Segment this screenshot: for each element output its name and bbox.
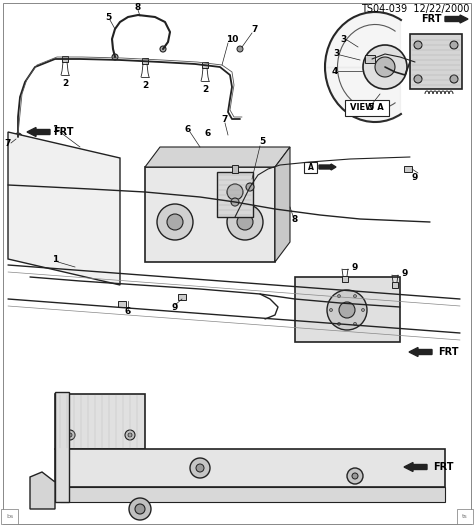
Circle shape [160, 46, 166, 52]
Circle shape [231, 198, 239, 206]
Text: 3: 3 [341, 34, 347, 44]
Circle shape [125, 430, 135, 440]
Circle shape [167, 214, 183, 230]
Bar [145, 167, 275, 262]
Text: FRT: FRT [53, 127, 73, 137]
Text: FRT: FRT [421, 14, 442, 24]
Bar [178, 294, 186, 300]
Text: bs: bs [6, 514, 13, 519]
Circle shape [337, 323, 340, 325]
Circle shape [354, 323, 356, 325]
Text: 5: 5 [367, 102, 373, 112]
Polygon shape [145, 147, 290, 167]
Text: ts: ts [462, 514, 468, 519]
Bar [342, 276, 348, 282]
Text: 7: 7 [5, 140, 11, 149]
Circle shape [196, 464, 204, 472]
Text: FRT: FRT [438, 347, 458, 357]
Circle shape [135, 504, 145, 514]
Bar [60, 487, 445, 502]
Circle shape [414, 75, 422, 83]
Text: VIEW A: VIEW A [350, 103, 384, 112]
Circle shape [227, 184, 243, 200]
Polygon shape [8, 132, 120, 285]
Text: A: A [308, 162, 314, 171]
Circle shape [237, 46, 243, 52]
Bar [217, 172, 253, 217]
Text: TS04-039  12/22/2000: TS04-039 12/22/2000 [361, 4, 469, 14]
Circle shape [129, 498, 151, 520]
Bar [392, 282, 398, 288]
Bar [55, 392, 69, 502]
Text: 5: 5 [105, 13, 111, 22]
Text: 9: 9 [352, 262, 358, 271]
Text: 4: 4 [332, 66, 338, 75]
Circle shape [327, 290, 367, 330]
Circle shape [246, 183, 254, 191]
Text: 10: 10 [226, 34, 238, 44]
Circle shape [65, 430, 75, 440]
Bar [365, 55, 375, 63]
Circle shape [362, 308, 365, 311]
Circle shape [329, 308, 332, 311]
Text: 5: 5 [259, 138, 265, 147]
Bar [62, 56, 68, 62]
FancyArrow shape [319, 164, 336, 170]
Text: 8: 8 [292, 214, 298, 223]
Circle shape [337, 295, 340, 298]
Text: 1: 1 [52, 255, 58, 264]
Text: 8: 8 [135, 3, 141, 12]
Text: 9: 9 [412, 172, 418, 181]
Circle shape [450, 75, 458, 83]
Circle shape [112, 54, 118, 60]
Text: 3: 3 [334, 50, 340, 58]
Circle shape [354, 295, 356, 298]
Circle shape [363, 45, 407, 89]
FancyArrow shape [445, 15, 468, 23]
Bar [404, 166, 412, 172]
Bar [55, 449, 445, 487]
Text: 1: 1 [52, 124, 58, 133]
Bar [142, 58, 148, 64]
Circle shape [414, 41, 422, 49]
Text: 2: 2 [62, 80, 68, 89]
Circle shape [190, 458, 210, 478]
Circle shape [14, 133, 22, 141]
Circle shape [339, 302, 355, 318]
Circle shape [352, 473, 358, 479]
Bar [232, 165, 238, 173]
Text: 6: 6 [205, 130, 211, 139]
Bar [295, 277, 400, 342]
FancyArrow shape [404, 463, 427, 472]
Bar [410, 34, 462, 89]
Circle shape [237, 214, 253, 230]
Circle shape [227, 204, 263, 240]
Circle shape [128, 433, 132, 437]
FancyArrow shape [27, 128, 50, 136]
Text: 2: 2 [202, 85, 208, 94]
Circle shape [68, 433, 72, 437]
Bar [118, 301, 126, 307]
Text: 7: 7 [222, 114, 228, 123]
Polygon shape [275, 147, 290, 262]
Text: 6: 6 [125, 307, 131, 317]
FancyArrow shape [409, 347, 432, 356]
Text: FRT: FRT [433, 462, 454, 472]
Circle shape [375, 57, 395, 77]
FancyBboxPatch shape [345, 100, 389, 116]
Text: 2: 2 [142, 82, 148, 91]
Circle shape [347, 468, 363, 484]
FancyBboxPatch shape [304, 161, 318, 172]
Polygon shape [30, 472, 55, 509]
Text: 9: 9 [172, 302, 178, 311]
Bar [55, 394, 145, 449]
Circle shape [157, 204, 193, 240]
Text: 7: 7 [252, 24, 258, 34]
Text: 9: 9 [402, 268, 408, 278]
Text: 6: 6 [185, 124, 191, 133]
Bar [202, 62, 208, 68]
Circle shape [450, 41, 458, 49]
